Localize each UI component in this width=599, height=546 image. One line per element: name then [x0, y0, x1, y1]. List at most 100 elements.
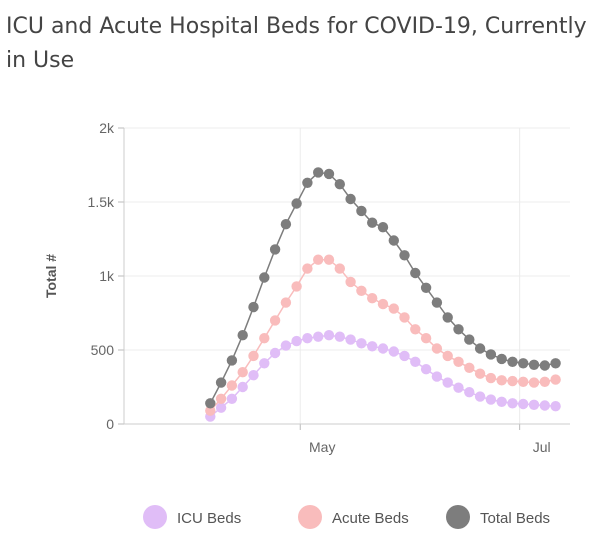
- data-point-total-beds[interactable]: [518, 358, 529, 369]
- data-point-total-beds[interactable]: [442, 312, 453, 323]
- data-point-total-beds[interactable]: [334, 179, 345, 190]
- data-point-acute-beds[interactable]: [302, 263, 313, 274]
- data-point-icu-beds[interactable]: [496, 396, 507, 407]
- data-point-acute-beds[interactable]: [453, 356, 464, 367]
- data-point-total-beds[interactable]: [507, 356, 518, 367]
- data-point-acute-beds[interactable]: [280, 297, 292, 308]
- data-point-acute-beds[interactable]: [205, 405, 216, 416]
- data-point-acute-beds[interactable]: [248, 350, 259, 362]
- data-point-acute-beds[interactable]: [539, 376, 550, 387]
- legend-item-total-beds[interactable]: Total Beds: [446, 505, 550, 529]
- data-point-icu-beds[interactable]: [453, 382, 464, 393]
- data-point-icu-beds[interactable]: [367, 341, 378, 352]
- data-point-total-beds[interactable]: [474, 343, 486, 354]
- data-point-total-beds[interactable]: [356, 205, 367, 217]
- data-point-total-beds[interactable]: [280, 219, 292, 230]
- data-point-acute-beds[interactable]: [291, 281, 302, 292]
- data-point-total-beds[interactable]: [453, 324, 464, 335]
- data-point-acute-beds[interactable]: [334, 263, 345, 274]
- data-point-icu-beds[interactable]: [442, 377, 453, 388]
- data-point-icu-beds[interactable]: [215, 402, 227, 413]
- data-point-total-beds[interactable]: [388, 235, 399, 246]
- data-point-total-beds[interactable]: [248, 301, 259, 313]
- data-point-total-beds[interactable]: [323, 168, 335, 180]
- data-point-total-beds[interactable]: [377, 222, 389, 233]
- data-point-acute-beds[interactable]: [388, 303, 399, 314]
- data-point-acute-beds[interactable]: [313, 254, 324, 265]
- data-point-total-beds[interactable]: [485, 349, 497, 360]
- data-point-icu-beds[interactable]: [291, 335, 302, 347]
- data-point-total-beds[interactable]: [420, 282, 432, 293]
- data-point-icu-beds[interactable]: [280, 340, 292, 351]
- data-point-acute-beds[interactable]: [269, 315, 281, 326]
- data-point-acute-beds[interactable]: [226, 380, 238, 391]
- data-point-acute-beds[interactable]: [410, 324, 421, 335]
- data-point-icu-beds[interactable]: [226, 393, 238, 404]
- data-point-acute-beds[interactable]: [420, 333, 432, 344]
- data-point-acute-beds[interactable]: [215, 393, 227, 404]
- data-point-icu-beds[interactable]: [464, 387, 475, 398]
- data-point-total-beds[interactable]: [302, 177, 313, 188]
- data-point-total-beds[interactable]: [237, 330, 248, 341]
- data-point-total-beds[interactable]: [215, 377, 227, 388]
- data-point-total-beds[interactable]: [399, 250, 410, 261]
- data-point-icu-beds[interactable]: [399, 350, 410, 362]
- data-point-icu-beds[interactable]: [345, 334, 356, 345]
- legend-item-icu-beds[interactable]: ICU Beds: [143, 505, 241, 529]
- data-point-icu-beds[interactable]: [388, 346, 399, 357]
- data-point-acute-beds[interactable]: [259, 333, 270, 344]
- data-point-total-beds[interactable]: [496, 353, 507, 365]
- data-point-icu-beds[interactable]: [507, 398, 518, 409]
- data-point-icu-beds[interactable]: [528, 399, 540, 410]
- data-point-icu-beds[interactable]: [410, 356, 421, 367]
- data-point-icu-beds[interactable]: [334, 331, 345, 342]
- data-point-total-beds[interactable]: [291, 198, 302, 209]
- data-point-acute-beds[interactable]: [550, 374, 561, 385]
- data-point-icu-beds[interactable]: [313, 331, 324, 342]
- data-point-icu-beds[interactable]: [485, 394, 497, 405]
- data-point-acute-beds[interactable]: [377, 298, 389, 310]
- data-point-icu-beds[interactable]: [431, 371, 443, 382]
- data-point-total-beds[interactable]: [367, 217, 378, 228]
- data-point-icu-beds[interactable]: [377, 343, 389, 354]
- data-point-icu-beds[interactable]: [550, 401, 561, 412]
- data-point-acute-beds[interactable]: [518, 376, 529, 387]
- data-point-total-beds[interactable]: [345, 193, 356, 205]
- data-point-icu-beds[interactable]: [539, 400, 550, 411]
- data-point-total-beds[interactable]: [226, 355, 238, 366]
- data-point-icu-beds[interactable]: [259, 358, 270, 369]
- data-point-total-beds[interactable]: [205, 398, 216, 409]
- data-point-acute-beds[interactable]: [237, 367, 248, 378]
- legend[interactable]: ICU Beds Acute Beds Total Beds: [143, 505, 550, 529]
- data-point-acute-beds[interactable]: [464, 362, 475, 373]
- data-point-total-beds[interactable]: [410, 267, 421, 279]
- data-point-acute-beds[interactable]: [528, 377, 540, 388]
- data-point-icu-beds[interactable]: [474, 391, 486, 402]
- data-point-acute-beds[interactable]: [356, 285, 367, 296]
- data-point-acute-beds[interactable]: [496, 375, 507, 386]
- data-point-total-beds[interactable]: [259, 272, 270, 283]
- data-point-acute-beds[interactable]: [431, 343, 443, 354]
- data-point-icu-beds[interactable]: [323, 330, 335, 341]
- data-point-acute-beds[interactable]: [442, 350, 453, 362]
- data-point-total-beds[interactable]: [269, 244, 281, 255]
- data-point-acute-beds[interactable]: [485, 372, 497, 384]
- data-point-total-beds[interactable]: [539, 360, 550, 371]
- data-point-acute-beds[interactable]: [345, 276, 356, 288]
- data-point-icu-beds[interactable]: [237, 381, 248, 393]
- data-point-total-beds[interactable]: [431, 297, 443, 308]
- data-point-icu-beds[interactable]: [518, 398, 529, 410]
- data-point-acute-beds[interactable]: [507, 375, 518, 387]
- data-point-acute-beds[interactable]: [474, 368, 486, 379]
- data-point-icu-beds[interactable]: [248, 370, 259, 381]
- data-point-acute-beds[interactable]: [399, 312, 410, 323]
- data-point-icu-beds[interactable]: [269, 347, 281, 359]
- data-point-icu-beds[interactable]: [420, 364, 432, 375]
- data-point-total-beds[interactable]: [528, 359, 540, 370]
- data-point-total-beds[interactable]: [464, 334, 475, 345]
- data-point-acute-beds[interactable]: [367, 293, 378, 304]
- data-point-total-beds[interactable]: [550, 358, 561, 369]
- data-point-acute-beds[interactable]: [323, 254, 335, 265]
- data-point-icu-beds[interactable]: [302, 333, 313, 344]
- data-point-icu-beds[interactable]: [356, 338, 367, 349]
